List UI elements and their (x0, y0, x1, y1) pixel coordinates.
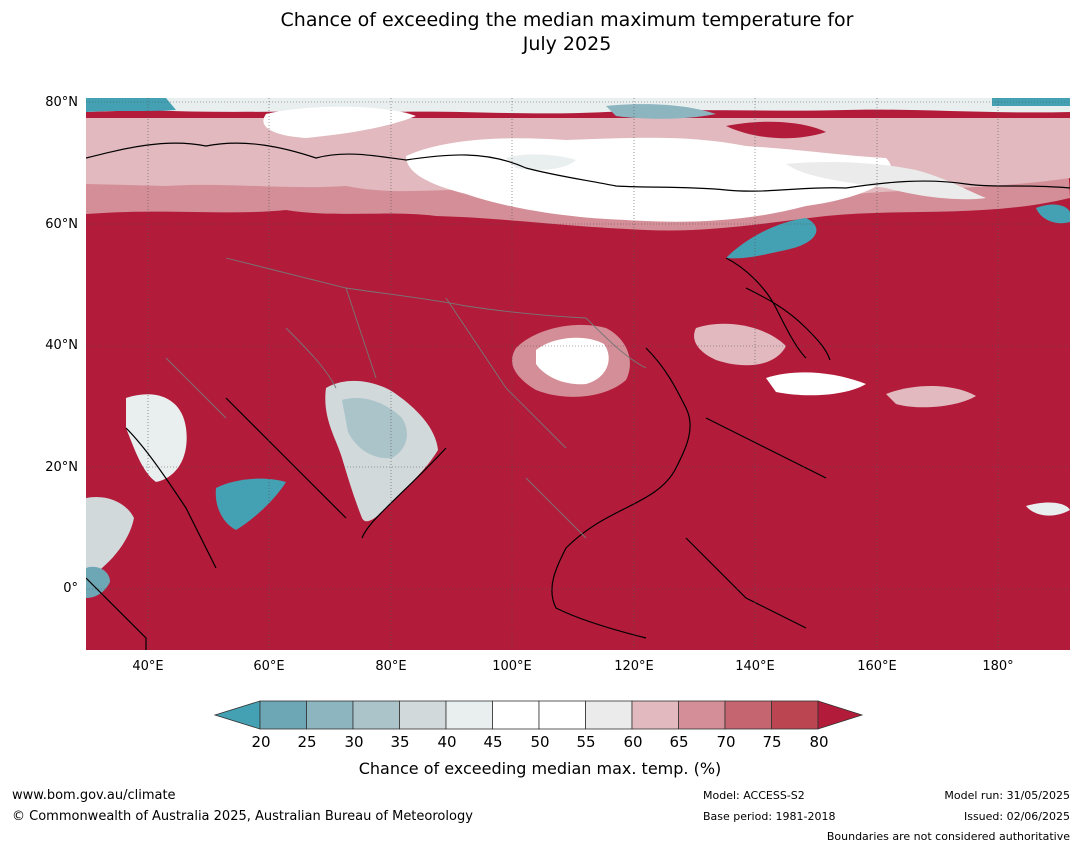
map-title: Chance of exceeding the median maximum t… (0, 8, 1081, 56)
colorbar (214, 700, 864, 730)
east-africa-cool (86, 496, 134, 582)
colorbar-cell (538, 700, 586, 730)
forecast-map (86, 98, 1070, 650)
colorbar-cell (585, 700, 633, 730)
colorbar-extend-low (214, 700, 261, 730)
lat-label-0: 0° (63, 581, 78, 596)
colorbar-cell (352, 700, 400, 730)
colorbar-tick-70: 70 (716, 733, 736, 751)
lon-label-180: 180° (982, 659, 1014, 674)
africa-cool-patch (86, 566, 110, 598)
graticule (86, 98, 1070, 650)
lon-label-40e: 40°E (132, 659, 164, 674)
colorbar-label: Chance of exceeding median max. temp. (%… (358, 759, 722, 778)
colorbar-cell (631, 700, 679, 730)
arctic-cool-west (86, 98, 176, 112)
colorbar-cell (771, 700, 819, 730)
lon-label-160e: 160°E (857, 659, 897, 674)
colorbar-cell (259, 700, 307, 730)
colorbar-tick-45: 45 (483, 733, 503, 751)
map-canvas (86, 98, 1070, 650)
lon-label-120e: 120°E (614, 659, 654, 674)
colorbar-tick-60: 60 (623, 733, 643, 751)
bering-cool-patch (1036, 204, 1070, 224)
lon-label-60e: 60°E (253, 659, 285, 674)
colorbar-tick-80: 80 (809, 733, 829, 751)
colorbar-cells (214, 700, 864, 730)
footer-base-period: Base period: 1981-2018 (703, 810, 836, 823)
lat-label-80n: 80°N (45, 95, 78, 110)
arctic-warm-patch (726, 121, 826, 139)
lon-label-80e: 80°E (375, 659, 407, 674)
footer-copyright: © Commonwealth of Australia 2025, Austra… (12, 809, 473, 824)
scandinavia-neutral (263, 106, 416, 138)
colorbar-tick-20: 20 (251, 733, 271, 751)
country-borders (165, 257, 647, 539)
colorbar-cell (445, 700, 493, 730)
coastlines (86, 142, 1070, 650)
colorbar-cell (678, 700, 726, 730)
lat-label-60n: 60°N (45, 217, 78, 232)
pacific-light-patch (886, 385, 976, 408)
footer-model: Model: ACCESS-S2 (703, 789, 805, 802)
title-line-1: Chance of exceeding the median maximum t… (280, 9, 854, 31)
east-siberia-patch (786, 162, 986, 200)
pacific-east-patch (1026, 502, 1070, 516)
korea-japan-patch (694, 323, 786, 366)
lat-label-40n: 40°N (45, 338, 78, 353)
lon-label-140e: 140°E (735, 659, 775, 674)
colorbar-cell (492, 700, 540, 730)
colorbar-tick-55: 55 (576, 733, 596, 751)
footer-issued: Issued: 02/06/2025 (963, 810, 1070, 823)
lat-label-20n: 20°N (45, 460, 78, 475)
colorbar-tick-30: 30 (344, 733, 364, 751)
colorbar-tick-35: 35 (390, 733, 410, 751)
title-line-2: July 2025 (522, 33, 612, 55)
colorbar-cell (306, 700, 354, 730)
lon-label-100e: 100°E (492, 659, 532, 674)
footer-url: www.bom.gov.au/climate (12, 788, 176, 803)
footer-disclaimer: Boundaries are not considered authoritat… (826, 830, 1070, 843)
arabia-neutral (126, 394, 187, 482)
colorbar-tick-40: 40 (437, 733, 457, 751)
china-neutral-region (536, 337, 609, 385)
siberia-light-patch (506, 154, 576, 170)
pacific-neutral-patch (766, 372, 866, 396)
colorbar-tick-25: 25 (297, 733, 317, 751)
colorbar-cell (724, 700, 772, 730)
footer-model-run: Model run: 31/05/2025 (944, 789, 1070, 802)
colorbar-tick-65: 65 (669, 733, 689, 751)
arabian-sea-cool-patch (215, 478, 286, 530)
colorbar-tick-50: 50 (530, 733, 550, 751)
arctic-cool-central (606, 104, 716, 119)
okhotsk-cool-patch (726, 218, 817, 259)
colorbar-cell (399, 700, 447, 730)
colorbar-extend-high (817, 700, 864, 730)
colorbar-tick-75: 75 (762, 733, 782, 751)
